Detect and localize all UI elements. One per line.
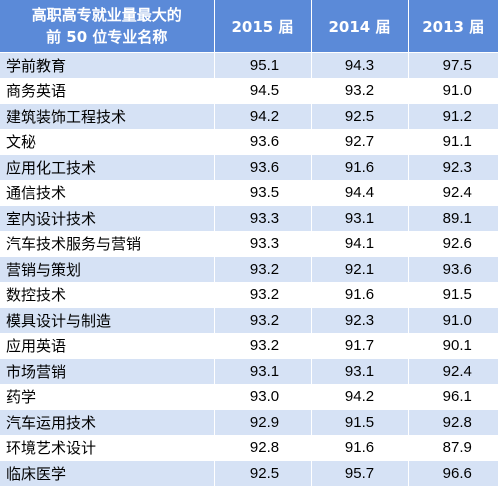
rate-cell-2013: 97.5 xyxy=(408,52,498,78)
rate-cell-2015: 93.2 xyxy=(214,332,312,359)
rate-cell-2013: 92.6 xyxy=(408,230,498,257)
rate-cell-2014: 93.2 xyxy=(311,77,409,104)
rate-cell-2013: 91.1 xyxy=(408,128,498,155)
rate-cell-2014: 92.3 xyxy=(311,307,409,333)
rate-cell-2014: 92.7 xyxy=(311,128,409,155)
rate-cell-2013: 92.3 xyxy=(408,154,498,180)
rate-cell-2014: 94.4 xyxy=(311,179,409,206)
rate-cell-2014: 93.1 xyxy=(311,205,409,231)
major-name-cell: 市场营销 xyxy=(0,358,215,384)
rate-cell-2013: 96.6 xyxy=(408,460,498,486)
table-row: 模具设计与制造 93.2 92.3 91.0 xyxy=(0,307,498,333)
rate-cell-2014: 91.6 xyxy=(311,434,409,461)
table-row: 通信技术 93.5 94.4 92.4 xyxy=(0,179,498,206)
table-row: 文秘 93.6 92.7 91.1 xyxy=(0,128,498,155)
rate-cell-2014: 91.6 xyxy=(311,281,409,308)
rate-cell-2015: 92.5 xyxy=(214,460,312,486)
table-row: 应用英语 93.2 91.7 90.1 xyxy=(0,332,498,359)
rate-cell-2013: 91.2 xyxy=(408,103,498,129)
major-name-cell: 模具设计与制造 xyxy=(0,307,215,333)
table-row: 市场营销 93.1 93.1 92.4 xyxy=(0,358,498,384)
major-name-cell: 汽车运用技术 xyxy=(0,409,215,435)
table-row: 建筑装饰工程技术 94.2 92.5 91.2 xyxy=(0,103,498,129)
table-row: 室内设计技术 93.3 93.1 89.1 xyxy=(0,205,498,231)
rate-cell-2014: 94.3 xyxy=(311,52,409,78)
major-name-cell: 数控技术 xyxy=(0,281,215,308)
major-name-cell: 环境艺术设计 xyxy=(0,434,215,461)
table-row: 汽车技术服务与营销 93.3 94.1 92.6 xyxy=(0,230,498,257)
major-name-header: 高职高专就业量最大的 前 50 位专业名称 xyxy=(0,0,215,53)
table-row: 应用化工技术 93.6 91.6 92.3 xyxy=(0,154,498,180)
header-row: 高职高专就业量最大的 前 50 位专业名称 2015 届 2014 届 2013… xyxy=(0,0,498,53)
rate-cell-2015: 95.1 xyxy=(214,52,312,78)
major-name-header-line2: 前 50 位专业名称 xyxy=(46,28,168,46)
rate-cell-2014: 92.5 xyxy=(311,103,409,129)
rate-cell-2013: 96.1 xyxy=(408,383,498,410)
rate-cell-2013: 93.6 xyxy=(408,256,498,282)
rate-cell-2013: 87.9 xyxy=(408,434,498,461)
major-name-cell: 汽车技术服务与营销 xyxy=(0,230,215,257)
rate-cell-2013: 91.5 xyxy=(408,281,498,308)
rate-cell-2015: 92.8 xyxy=(214,434,312,461)
major-name-cell: 药学 xyxy=(0,383,215,410)
major-name-header-line1: 高职高专就业量最大的 xyxy=(31,6,182,24)
rate-cell-2014: 91.5 xyxy=(311,409,409,435)
major-name-cell: 室内设计技术 xyxy=(0,205,215,231)
rate-cell-2015: 93.3 xyxy=(214,205,312,231)
rate-cell-2015: 93.5 xyxy=(214,179,312,206)
rate-cell-2015: 93.2 xyxy=(214,307,312,333)
year-header-2015: 2015 届 xyxy=(214,0,312,53)
major-name-cell: 学前教育 xyxy=(0,52,215,78)
table-row: 营销与策划 93.2 92.1 93.6 xyxy=(0,256,498,282)
rate-cell-2013: 91.0 xyxy=(408,77,498,104)
table-body: 学前教育 95.1 94.3 97.5 商务英语 94.5 93.2 91.0 建筑装饰工程技术… xyxy=(0,52,498,486)
year-header-2013: 2013 届 xyxy=(408,0,498,53)
major-name-cell: 应用英语 xyxy=(0,332,215,359)
major-name-cell: 商务英语 xyxy=(0,77,215,104)
major-name-cell: 营销与策划 xyxy=(0,256,215,282)
table-row: 商务英语 94.5 93.2 91.0 xyxy=(0,77,498,104)
rate-cell-2015: 93.2 xyxy=(214,256,312,282)
rate-cell-2015: 93.0 xyxy=(214,383,312,410)
table-row: 临床医学 92.5 95.7 96.6 xyxy=(0,460,498,486)
rate-cell-2013: 92.4 xyxy=(408,179,498,206)
rate-cell-2014: 91.7 xyxy=(311,332,409,359)
rate-cell-2015: 93.1 xyxy=(214,358,312,384)
rate-cell-2014: 94.1 xyxy=(311,230,409,257)
major-name-cell: 建筑装饰工程技术 xyxy=(0,103,215,129)
rate-cell-2015: 94.5 xyxy=(214,77,312,104)
rate-cell-2013: 91.0 xyxy=(408,307,498,333)
rate-cell-2015: 93.6 xyxy=(214,128,312,155)
rate-cell-2013: 92.8 xyxy=(408,409,498,435)
table-row: 环境艺术设计 92.8 91.6 87.9 xyxy=(0,434,498,461)
rate-cell-2015: 93.6 xyxy=(214,154,312,180)
rate-cell-2015: 93.2 xyxy=(214,281,312,308)
rate-cell-2015: 93.3 xyxy=(214,230,312,257)
major-name-cell: 文秘 xyxy=(0,128,215,155)
rate-cell-2014: 92.1 xyxy=(311,256,409,282)
rate-cell-2013: 92.4 xyxy=(408,358,498,384)
rate-cell-2014: 91.6 xyxy=(311,154,409,180)
rate-cell-2015: 94.2 xyxy=(214,103,312,129)
rate-cell-2014: 93.1 xyxy=(311,358,409,384)
rate-cell-2013: 89.1 xyxy=(408,205,498,231)
major-name-cell: 通信技术 xyxy=(0,179,215,206)
rate-cell-2015: 92.9 xyxy=(214,409,312,435)
rate-cell-2014: 94.2 xyxy=(311,383,409,410)
table-row: 数控技术 93.2 91.6 91.5 xyxy=(0,281,498,308)
rate-cell-2014: 95.7 xyxy=(311,460,409,486)
major-name-cell: 临床医学 xyxy=(0,460,215,486)
year-header-2014: 2014 届 xyxy=(311,0,409,53)
rate-cell-2013: 90.1 xyxy=(408,332,498,359)
major-name-cell: 应用化工技术 xyxy=(0,154,215,180)
table-row: 药学 93.0 94.2 96.1 xyxy=(0,383,498,410)
table-row: 学前教育 95.1 94.3 97.5 xyxy=(0,52,498,78)
table-row: 汽车运用技术 92.9 91.5 92.8 xyxy=(0,409,498,435)
